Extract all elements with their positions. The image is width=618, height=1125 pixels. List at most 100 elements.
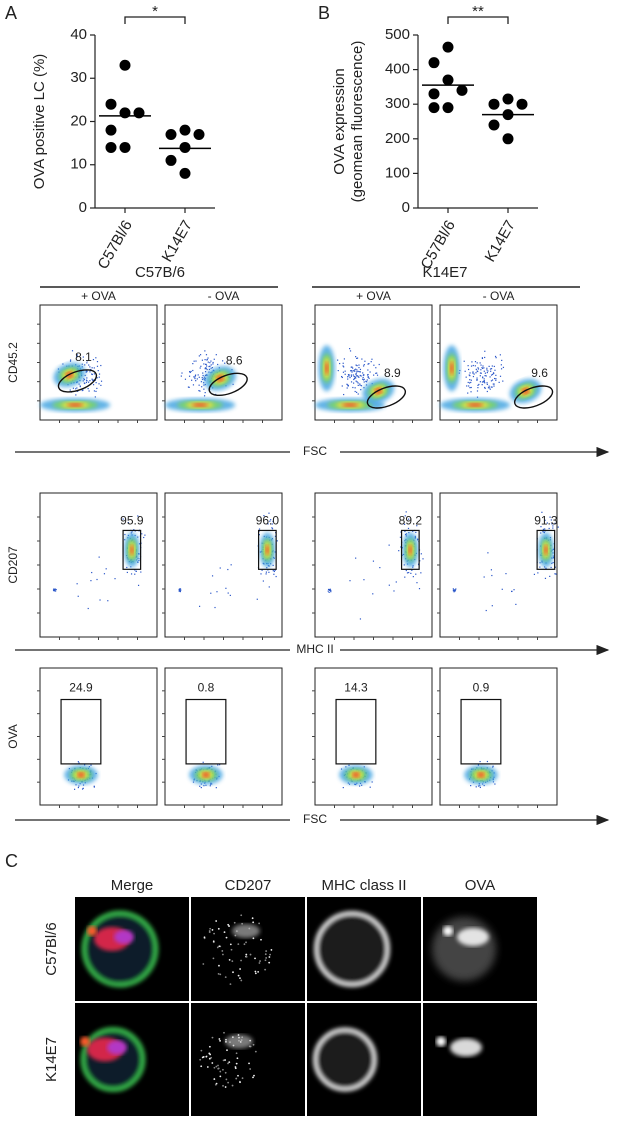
- event: [359, 384, 361, 386]
- event: [205, 367, 207, 369]
- event: [345, 766, 347, 768]
- speckle: [213, 932, 215, 935]
- event: [463, 360, 465, 362]
- data-point: [119, 59, 131, 71]
- event: [467, 368, 470, 371]
- event: [265, 571, 268, 573]
- event: [357, 370, 359, 372]
- density: [352, 772, 360, 778]
- event: [476, 379, 478, 381]
- density: [342, 403, 358, 407]
- event: [489, 368, 492, 370]
- event: [135, 570, 137, 572]
- plot-frame: [164, 667, 283, 806]
- event: [327, 588, 330, 591]
- density: [265, 544, 270, 555]
- event: [493, 372, 495, 375]
- plot-frame: [39, 667, 158, 806]
- speckle: [229, 943, 232, 946]
- speckle: [254, 972, 257, 975]
- event: [204, 359, 206, 361]
- event: [273, 573, 275, 575]
- speckle: [265, 950, 268, 952]
- event: [91, 571, 93, 574]
- density: [202, 772, 210, 778]
- gate: [57, 369, 98, 393]
- data-point: [119, 141, 131, 153]
- event: [91, 373, 93, 375]
- event: [484, 356, 486, 359]
- event: [401, 547, 403, 549]
- event: [363, 387, 365, 389]
- event: [192, 363, 194, 365]
- event: [494, 783, 496, 785]
- event: [408, 518, 410, 520]
- event: [199, 367, 201, 369]
- event: [265, 573, 267, 575]
- cell-body: [432, 917, 496, 981]
- speckle: [227, 1062, 229, 1065]
- speckle: [200, 1049, 203, 1052]
- event: [487, 552, 489, 554]
- event: [199, 354, 202, 356]
- cell-ova: [80, 1036, 90, 1047]
- event: [357, 382, 359, 384]
- event: [203, 382, 205, 384]
- event: [72, 387, 75, 389]
- event: [195, 380, 197, 382]
- gate-value: 0.9: [473, 681, 490, 695]
- event: [354, 370, 356, 372]
- event: [388, 544, 390, 546]
- event: [545, 567, 547, 569]
- speckle: [227, 923, 230, 926]
- event: [412, 566, 414, 568]
- event: [206, 365, 208, 367]
- event: [476, 370, 478, 372]
- event: [55, 588, 57, 591]
- cell-ova: [107, 1040, 127, 1055]
- event: [393, 590, 395, 592]
- gate-value: 9.6: [531, 366, 548, 380]
- event: [468, 385, 470, 387]
- speckle: [245, 953, 248, 956]
- speckle: [252, 1043, 255, 1046]
- event: [482, 381, 485, 383]
- speckle: [228, 1061, 231, 1064]
- event: [352, 367, 354, 369]
- event: [206, 368, 208, 371]
- speckle: [260, 938, 262, 941]
- event: [491, 365, 493, 367]
- event: [276, 540, 278, 542]
- event: [491, 373, 494, 375]
- event: [266, 567, 268, 569]
- event: [192, 781, 195, 783]
- event: [513, 589, 515, 591]
- event: [417, 538, 419, 540]
- event: [340, 768, 343, 770]
- event: [212, 363, 214, 365]
- row-label: CD207: [6, 546, 20, 584]
- event: [499, 354, 501, 356]
- event: [96, 360, 99, 363]
- event: [69, 389, 71, 391]
- event: [541, 511, 543, 513]
- event: [130, 573, 133, 575]
- event: [196, 378, 198, 380]
- event: [343, 393, 345, 396]
- event: [193, 360, 195, 362]
- event: [98, 373, 101, 375]
- event: [83, 382, 85, 384]
- event: [482, 365, 484, 367]
- event: [209, 365, 211, 367]
- event: [362, 376, 364, 379]
- event: [227, 592, 229, 594]
- event: [473, 373, 475, 375]
- event: [477, 387, 479, 389]
- event: [483, 380, 485, 382]
- speckle: [228, 958, 231, 961]
- density: [544, 544, 548, 555]
- event: [490, 380, 493, 382]
- event: [479, 372, 482, 374]
- event: [76, 355, 78, 358]
- x-axis-label: FSC: [303, 444, 327, 458]
